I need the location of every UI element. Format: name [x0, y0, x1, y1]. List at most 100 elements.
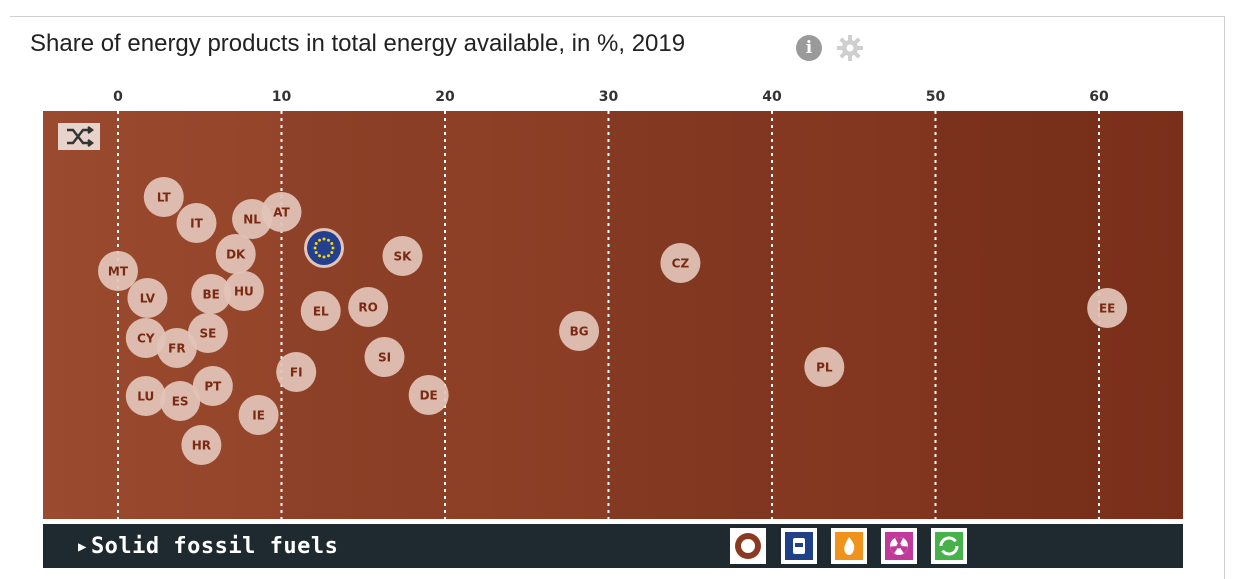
- eu-star: [327, 254, 331, 258]
- bubble-mt[interactable]: MT: [98, 251, 138, 291]
- bubble-ee[interactable]: EE: [1087, 288, 1128, 328]
- bubble-ro[interactable]: RO: [348, 287, 389, 327]
- bubble-label: HR: [192, 439, 211, 453]
- bubble-label: MT: [108, 265, 129, 279]
- bubble-label: IE: [252, 409, 265, 423]
- oil-barrel-icon-glyph: [793, 538, 805, 554]
- x-tick-label: 50: [926, 89, 946, 105]
- bubble-label: SE: [200, 327, 217, 341]
- eu-star: [318, 238, 322, 242]
- eu-star: [313, 246, 317, 250]
- bubble-circle: [181, 425, 222, 465]
- bubble-ie[interactable]: IE: [238, 395, 279, 435]
- x-tick-label: 0: [113, 89, 123, 105]
- info-icon[interactable]: i: [796, 35, 822, 61]
- bubble-hu[interactable]: HU: [223, 271, 264, 311]
- bubble-label: SK: [394, 250, 413, 264]
- bubble-circle: [364, 337, 405, 377]
- bubble-cz[interactable]: CZ: [660, 243, 701, 283]
- oil-button[interactable]: [777, 524, 821, 568]
- bubble-circle: [223, 271, 264, 311]
- bubble-el[interactable]: EL: [300, 291, 341, 331]
- bubble-fi[interactable]: FI: [276, 352, 317, 392]
- eu-star: [330, 251, 334, 254]
- eu-star: [318, 254, 322, 258]
- bubble-hr[interactable]: HR: [181, 425, 222, 465]
- bubble-de[interactable]: DE: [408, 375, 449, 415]
- bubble-circle: [191, 274, 232, 314]
- eu-flag-icon: [307, 231, 342, 265]
- bubble-label: AT: [273, 206, 290, 220]
- bubble-fr[interactable]: FR: [156, 328, 197, 368]
- grid-band: [608, 111, 772, 519]
- shuffle-button[interactable]: [58, 123, 100, 150]
- bubble-eu[interactable]: [304, 228, 345, 268]
- bubble-label: LU: [137, 390, 154, 404]
- chart-title: Share of energy products in total energy…: [30, 30, 686, 57]
- bubble-circle: [143, 177, 184, 217]
- bubble-label: HU: [234, 285, 254, 299]
- bubble-label: DK: [226, 248, 246, 262]
- bubble-label: LT: [157, 191, 172, 205]
- bubble-circle: [187, 313, 228, 353]
- bubble-circle: [559, 311, 600, 351]
- bubble-circle: [804, 347, 845, 387]
- eu-star: [314, 242, 318, 245]
- gear-icon[interactable]: [835, 33, 865, 63]
- bubble-se[interactable]: SE: [187, 313, 228, 353]
- x-tick-label: 10: [272, 89, 292, 105]
- x-tick-label: 30: [599, 89, 619, 105]
- shuffle-icon: [67, 126, 94, 147]
- eu-star: [322, 255, 326, 259]
- bubble-at[interactable]: AT: [261, 192, 302, 232]
- bubble-pt[interactable]: PT: [192, 366, 233, 406]
- bubble-sk[interactable]: SK: [382, 236, 423, 276]
- bubble-circle: [156, 328, 197, 368]
- bubble-cy[interactable]: CY: [125, 318, 166, 358]
- selected-product-label[interactable]: ▶ Solid fossil fuels: [78, 534, 338, 559]
- bubble-si[interactable]: SI: [364, 337, 405, 377]
- eu-star: [322, 237, 326, 241]
- bubble-lt[interactable]: LT: [143, 177, 184, 217]
- bubble-label: FI: [290, 366, 303, 380]
- bubble-bg[interactable]: BG: [559, 311, 600, 351]
- natural-gas-button[interactable]: [827, 524, 871, 568]
- eu-star: [327, 238, 331, 242]
- bubble-it[interactable]: IT: [176, 203, 217, 243]
- bubble-lu[interactable]: LU: [125, 376, 166, 416]
- bubble-es[interactable]: ES: [160, 381, 201, 421]
- eu-star: [331, 246, 335, 250]
- bubble-pl[interactable]: PL: [804, 347, 845, 387]
- bubble-be[interactable]: BE: [191, 274, 232, 314]
- bubble-label: EL: [313, 305, 329, 319]
- bubble-circle: [348, 287, 389, 327]
- bubble-circle: [125, 376, 166, 416]
- bubble-circle: [660, 243, 701, 283]
- coal-icon-glyph: [741, 539, 755, 553]
- bubble-circle: [160, 381, 201, 421]
- bubble-label: SI: [378, 351, 391, 365]
- bubble-circle: [382, 236, 423, 276]
- bubble-circle: [1087, 288, 1128, 328]
- bubble-dk[interactable]: DK: [215, 234, 256, 274]
- bubble-label: RO: [358, 301, 377, 315]
- bubble-label: FR: [168, 342, 185, 356]
- product-bar: [43, 524, 1183, 568]
- bubble-label: CZ: [672, 257, 690, 271]
- eu-star: [330, 242, 334, 245]
- bubble-label: CY: [137, 332, 155, 346]
- nuclear-button[interactable]: [877, 524, 921, 568]
- bubble-label: NL: [243, 213, 261, 227]
- chart-frame: [10, 16, 1225, 579]
- bubble-label: IT: [190, 217, 203, 231]
- plot-area: [43, 111, 1183, 519]
- x-tick-label: 60: [1089, 89, 1109, 105]
- solid-fossil-fuels-button[interactable]: [726, 524, 770, 568]
- renewables-button[interactable]: [927, 524, 971, 568]
- bubble-circle: [192, 366, 233, 406]
- bubble-label: BE: [203, 288, 220, 302]
- bubble-lv[interactable]: LV: [127, 278, 168, 318]
- bubble-circle: [238, 395, 279, 435]
- bubble-label: PT: [204, 380, 222, 394]
